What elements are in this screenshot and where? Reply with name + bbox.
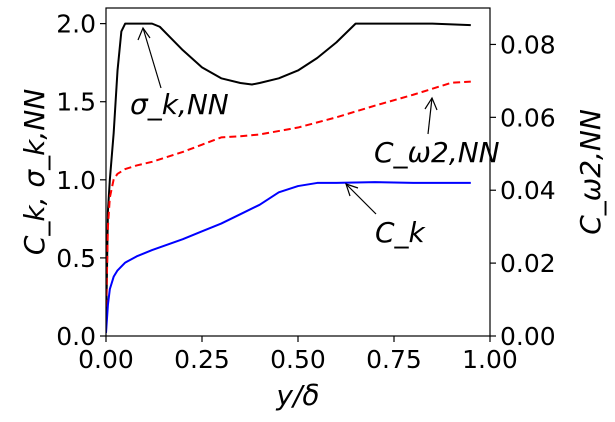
y-right-tick-label: 0.00: [500, 322, 556, 351]
svg-text:σ_k,NN: σ_k,NN: [130, 88, 229, 121]
y-right-tick-label: 0.02: [500, 249, 556, 278]
y-left-tick-label: 0.5: [56, 244, 96, 273]
svg-text:C_k: C_k: [375, 216, 427, 249]
y-left-tick-label: 0.0: [56, 322, 96, 351]
y-right-tick-label: 0.06: [500, 103, 556, 132]
x-tick-label: 1.00: [462, 345, 518, 374]
annotation-comega-arrow: [427, 97, 433, 135]
x-axis-label: y/δ: [275, 379, 319, 412]
svg-text:C_ω2,NN: C_ω2,NN: [574, 109, 607, 235]
annotation-sigma-arrow: [142, 27, 162, 89]
annotation-ck-arrow: [345, 183, 377, 215]
series-layer: [106, 22, 471, 333]
y-left-tick-label: 1.0: [56, 166, 96, 195]
svg-text:C_k, σ_k,NN: C_k, σ_k,NN: [18, 89, 51, 255]
x-tick-label: 0.25: [174, 345, 230, 374]
series-line-0: [106, 22, 471, 332]
y-left-axis-ticks: 0.0 0.5 1.0 1.5 2.0: [56, 10, 106, 351]
y-right-axis-label: C_ω2,NN: [574, 109, 607, 235]
y-left-tick-label: 2.0: [56, 10, 96, 39]
annotation-comega: C_ω2,NN: [374, 96, 500, 169]
plot-frame: [105, 7, 491, 337]
x-tick-label: 0.50: [270, 345, 326, 374]
svg-text:C_ω2,NN: C_ω2,NN: [374, 136, 500, 169]
annotation-comega-arrowhead: [424, 96, 438, 111]
annotation-sigma: σ_k,NN: [130, 26, 229, 121]
y-left-axis-label: C_k, σ_k,NN: [18, 89, 51, 255]
y-left-tick-label: 1.5: [56, 88, 96, 117]
y-right-tick-label: 0.08: [500, 30, 556, 59]
x-tick-label: 0.75: [366, 345, 422, 374]
annotation-sigma-arrowhead: [137, 26, 151, 41]
y-right-axis-ticks: 0.00 0.02 0.04 0.06 0.08: [490, 30, 556, 351]
x-axis-ticks: 0.00 0.25 0.50 0.75 1.00: [78, 336, 518, 374]
annotation-ck-arrowhead: [345, 183, 359, 197]
annotation-ck: C_k: [345, 183, 427, 249]
x-tick-label: 0.00: [78, 345, 134, 374]
series-line-1: [106, 80, 471, 318]
y-right-tick-label: 0.04: [500, 176, 556, 205]
series-line-2: [106, 181, 471, 333]
